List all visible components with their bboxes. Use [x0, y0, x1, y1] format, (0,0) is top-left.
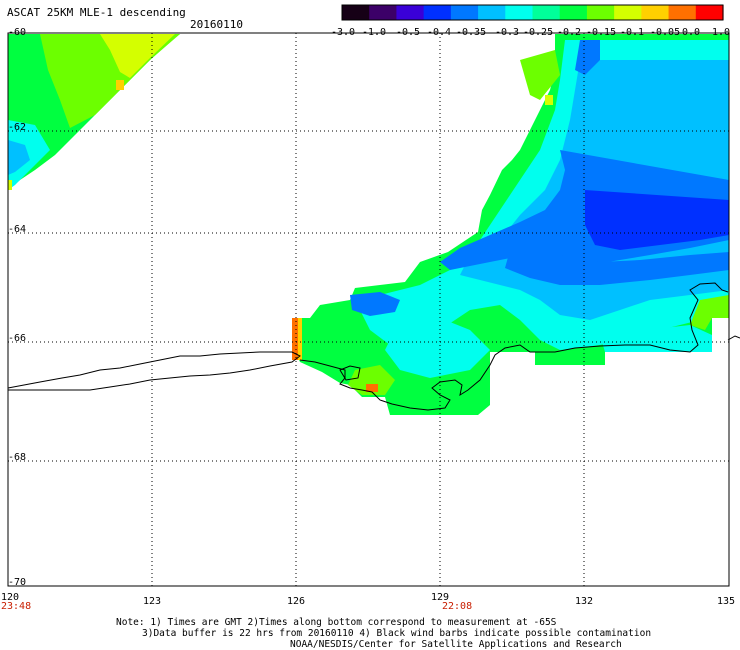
lon-label: 126 [287, 596, 306, 607]
colorbar-label: -0.05 [650, 27, 681, 38]
lat-label: -68 [8, 452, 27, 463]
lat-label: -62 [8, 122, 27, 133]
map-date: 20160110 [190, 18, 243, 31]
data-swath-left [8, 34, 180, 190]
lat-label: -66 [8, 333, 27, 344]
lat-label: -60 [8, 27, 27, 38]
colorbar-swatch [396, 5, 425, 20]
colorbar-label: -0.4 [427, 27, 452, 38]
note-line-3: NOAA/NESDIS/Center for Satellite Applica… [290, 639, 622, 650]
lat-label: -64 [8, 224, 27, 235]
time-label: 23:48 [1, 601, 32, 612]
colorbar-swatch [586, 5, 615, 20]
map-frame [7, 32, 730, 587]
colorbar-label: -0.3 [495, 27, 520, 38]
colorbar-swatch [559, 5, 588, 20]
colorbar-swatch [450, 5, 479, 20]
colorbar-label: -0.15 [586, 27, 617, 38]
colorbar-label: -3.0 [331, 27, 356, 38]
colorbar-label: -0.35 [456, 27, 487, 38]
colorbar-swatch [641, 5, 670, 20]
coastline [7, 282, 740, 411]
colorbar-label: -0.25 [523, 27, 554, 38]
note-line-2: 3)Data buffer is 22 hrs from 20160110 4)… [142, 628, 652, 639]
data-swath-right [292, 34, 729, 415]
colorbar-swatch [342, 5, 370, 20]
colorbar-label: -0.5 [396, 27, 421, 38]
colorbar-swatch [614, 5, 642, 20]
lat-label: -70 [8, 577, 27, 588]
colorbar-swatch [695, 5, 724, 20]
lon-label: 129 [431, 592, 450, 603]
colorbar-swatch [505, 5, 534, 20]
time-label: 22:08 [442, 601, 473, 612]
lon-label: 120 [1, 592, 20, 603]
colorbar-label: -1.0 [362, 27, 387, 38]
colorbar-label: -0.2 [557, 27, 582, 38]
colorbar-swatch [369, 5, 398, 20]
graticule [8, 33, 729, 586]
lon-label: 123 [143, 596, 162, 607]
colorbar-swatch [532, 5, 561, 20]
colorbar-swatch [423, 5, 452, 20]
colorbar-label: 1.0 [712, 27, 731, 38]
colorbar-swatch [478, 5, 506, 20]
map-title: ASCAT 25KM MLE-1 descending [7, 6, 186, 19]
colorbar [341, 4, 724, 21]
colorbar-swatch [668, 5, 697, 20]
colorbar-label: -0.1 [620, 27, 645, 38]
colorbar-label: 0.0 [682, 27, 701, 38]
colorbar-border [341, 4, 724, 21]
lon-label: 135 [717, 596, 736, 607]
note-line-1: Note: 1) Times are GMT 2)Times along bot… [116, 617, 557, 628]
lon-label: 132 [575, 596, 594, 607]
